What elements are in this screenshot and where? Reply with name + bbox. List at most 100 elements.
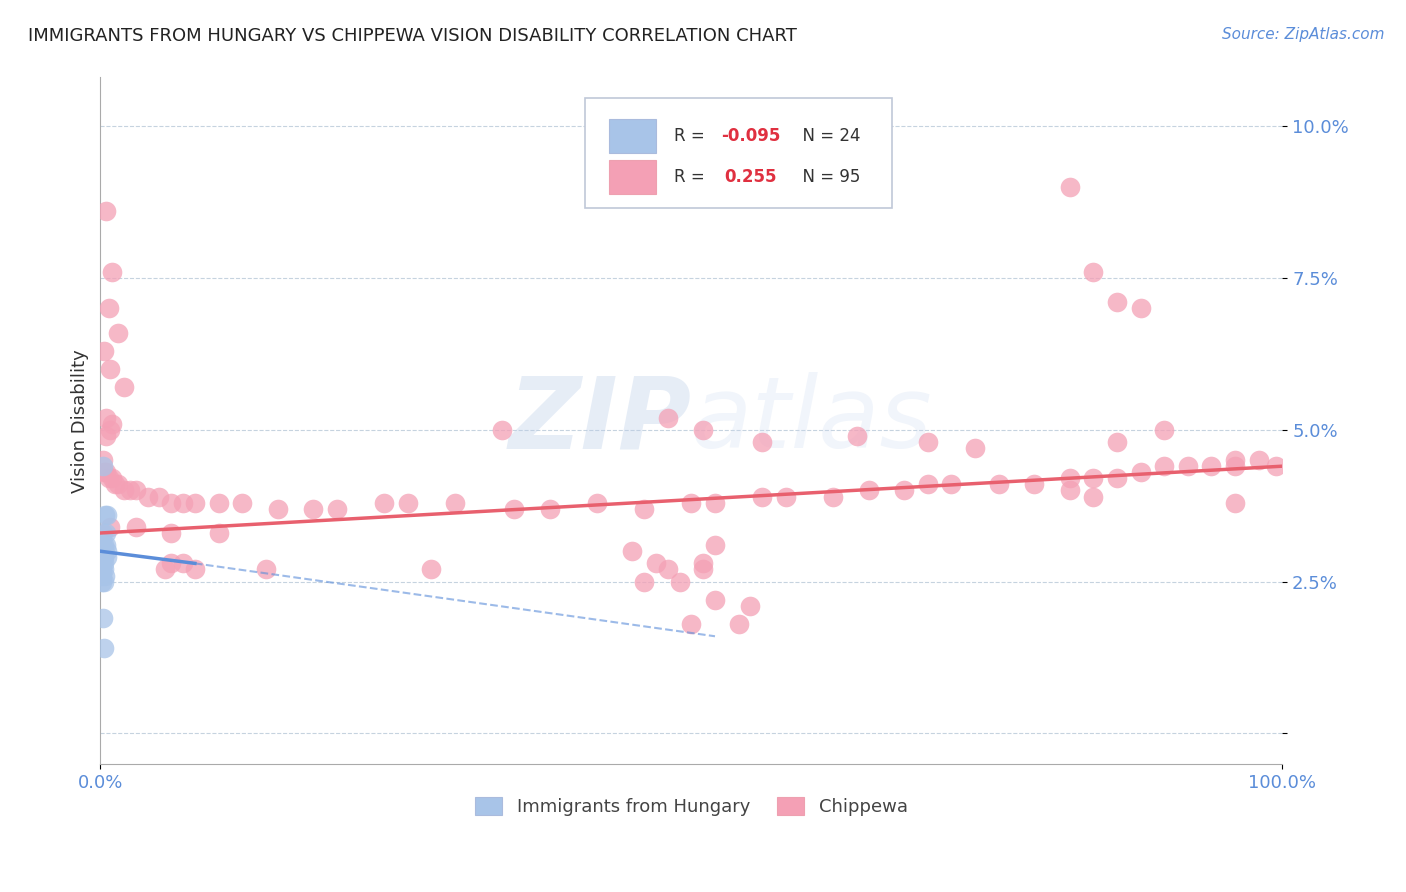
Point [112,380,135,394]
Text: -0.095: -0.095 [721,127,780,145]
Point [172,495,194,509]
Point [91,459,114,474]
Point [1223,495,1246,509]
Point [1083,490,1105,504]
Y-axis label: Vision Disability: Vision Disability [72,349,89,492]
Point [97,471,120,485]
Point [585,495,607,509]
Point [621,544,644,558]
Point [1153,423,1175,437]
Point [96,508,118,522]
Point [704,592,727,607]
Point [917,434,939,449]
Point [93,538,115,552]
Point [231,495,253,509]
Point [302,501,325,516]
Point [1105,295,1128,310]
Point [90,544,112,558]
Bar [609,119,655,153]
Text: R =: R = [673,168,714,186]
Point [751,490,773,504]
Point [155,562,177,576]
Point [740,599,762,613]
Point [93,550,115,565]
Point [118,483,141,498]
Point [1059,483,1081,498]
Point [858,483,880,498]
Point [1129,301,1152,316]
Point [101,471,124,485]
Point [668,574,690,589]
Point [1129,465,1152,479]
Point [1223,453,1246,467]
Point [444,495,467,509]
Point [90,538,112,552]
Text: R =: R = [673,127,710,145]
Point [172,557,194,571]
Point [1024,477,1046,491]
Text: Source: ZipAtlas.com: Source: ZipAtlas.com [1222,27,1385,42]
Point [727,617,749,632]
Point [112,483,135,498]
Point [1083,471,1105,485]
Point [160,557,183,571]
Point [941,477,963,491]
Point [184,562,207,576]
Point [93,557,115,571]
Point [96,544,118,558]
Text: N = 24: N = 24 [792,127,860,145]
Point [1247,453,1270,467]
Point [1201,459,1223,474]
Point [1105,434,1128,449]
Point [93,465,115,479]
Point [1059,179,1081,194]
Point [491,423,513,437]
Point [96,526,118,541]
Point [845,429,868,443]
Point [93,544,115,558]
Point [963,441,986,455]
Point [775,490,797,504]
Point [1265,459,1288,474]
Point [1059,471,1081,485]
Point [644,557,666,571]
Point [96,429,118,443]
Point [1223,459,1246,474]
Point [657,410,679,425]
Point [107,477,129,491]
Point [373,495,395,509]
Point [91,526,114,541]
Point [148,490,170,504]
Point [326,501,349,516]
Point [704,495,727,509]
Point [207,526,229,541]
Text: atlas: atlas [692,372,934,469]
Point [90,568,112,582]
Point [266,501,288,516]
Point [254,562,277,576]
Point [90,557,112,571]
Point [184,495,207,509]
Point [101,417,124,431]
FancyBboxPatch shape [585,98,893,208]
Point [657,562,679,576]
Point [91,453,114,467]
Point [96,410,118,425]
Point [93,574,115,589]
Point [160,526,183,541]
Point [97,301,120,316]
Point [1153,459,1175,474]
Point [633,501,655,516]
Text: IMMIGRANTS FROM HUNGARY VS CHIPPEWA VISION DISABILITY CORRELATION CHART: IMMIGRANTS FROM HUNGARY VS CHIPPEWA VISI… [28,27,797,45]
Point [396,495,419,509]
Point [94,508,117,522]
Point [98,362,121,376]
Point [633,574,655,589]
Point [1105,471,1128,485]
Point [503,501,526,516]
Point [107,326,129,340]
Point [94,568,117,582]
Point [98,423,121,437]
Point [823,490,845,504]
Point [90,550,112,565]
